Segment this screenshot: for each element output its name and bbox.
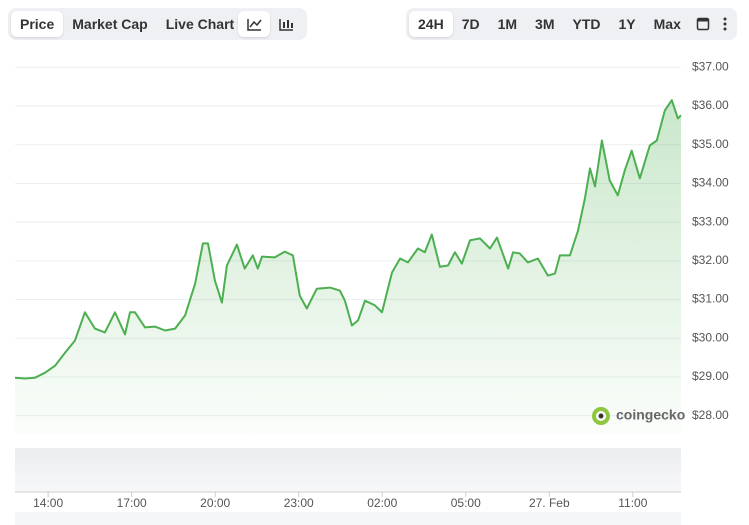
y-tick-label: $31.00: [692, 292, 729, 306]
x-tick-label: 02:00: [367, 496, 397, 510]
calendar-icon: [696, 17, 710, 31]
y-tick-label: $28.00: [692, 408, 729, 422]
y-tick-label: $29.00: [692, 369, 729, 383]
y-tick-label: $33.00: [692, 214, 729, 228]
tab[interactable]: Market Cap: [72, 16, 148, 32]
y-tick-label: $37.00: [692, 60, 729, 74]
tab-group: Price Market Cap Live Chart: [8, 8, 247, 40]
volume-band: [15, 448, 681, 492]
x-tick-label: 27. Feb: [529, 496, 570, 510]
x-tick-label: 17:00: [117, 496, 147, 510]
watermark-text: coingecko: [616, 407, 685, 423]
candle-view-button[interactable]: [270, 11, 302, 37]
line-view-button[interactable]: [238, 11, 270, 37]
tab[interactable]: Live Chart: [165, 16, 235, 32]
x-tick-label: 23:00: [284, 496, 314, 510]
range-button[interactable]: 1Y: [618, 16, 636, 32]
more-icon: [723, 17, 727, 31]
more-button[interactable]: [716, 11, 734, 37]
candle-icon: [279, 19, 293, 31]
line-icon: [247, 19, 262, 31]
x-tick-label: 05:00: [451, 496, 481, 510]
chart: coingecko $28.00 $29.00 $30.00 $31.00 $32.00…: [14, 60, 729, 525]
calendar-button[interactable]: [690, 11, 716, 37]
area: [15, 100, 681, 435]
x-tick-label: 20:00: [200, 496, 230, 510]
range-group: 24H 7D 1M 3M YTD 1Y Max: [406, 8, 737, 40]
x-tick-label: 11:00: [618, 496, 647, 510]
range-button[interactable]: 7D: [461, 16, 480, 32]
range-button[interactable]: YTD: [572, 16, 601, 32]
tab[interactable]: Price: [11, 11, 64, 37]
watermark: coingecko: [592, 407, 685, 425]
y-tick-label: $30.00: [692, 330, 729, 344]
range-button[interactable]: 1M: [497, 16, 518, 32]
y-tick-label: $35.00: [692, 137, 729, 151]
range-button[interactable]: 3M: [535, 16, 555, 32]
x-tick-label: 14:00: [33, 496, 63, 510]
y-tick-label: $36.00: [692, 98, 729, 112]
range-button[interactable]: 24H: [409, 11, 453, 37]
price-line: [14, 99, 682, 380]
y-tick-label: $34.00: [692, 176, 729, 190]
range-button[interactable]: Max: [653, 16, 681, 32]
navigator[interactable]: [15, 512, 681, 525]
y-tick-label: $32.00: [692, 253, 729, 267]
view-group: [235, 8, 307, 40]
